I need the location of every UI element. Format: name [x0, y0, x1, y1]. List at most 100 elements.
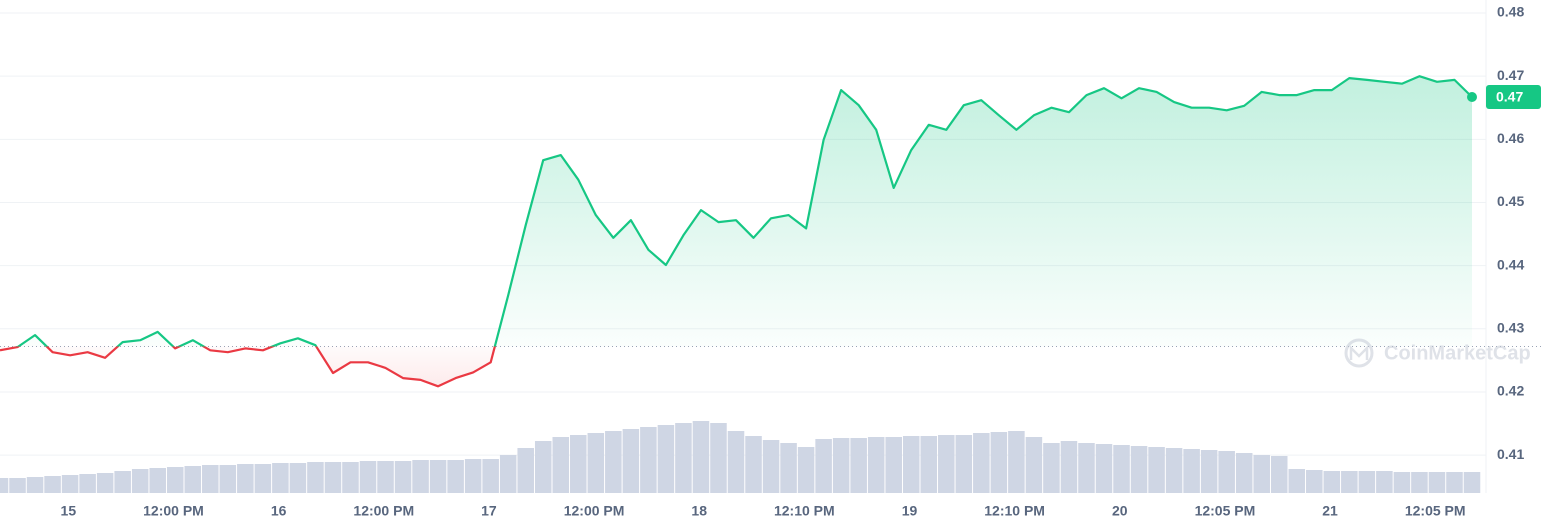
volume-bar [1288, 469, 1306, 493]
volume-bar [114, 471, 131, 493]
y-tick-label: 0.43 [1497, 319, 1524, 335]
volume-bar [0, 478, 9, 493]
volume-bar [1376, 471, 1393, 493]
volume-bar [26, 477, 44, 493]
volume-bar [570, 435, 587, 493]
watermark-text: CoinMarketCap [1384, 342, 1531, 364]
volume-bar [534, 441, 552, 493]
last-point [1467, 92, 1477, 102]
volume-bar [622, 429, 640, 493]
volume-bar [412, 460, 429, 493]
volume-bar [219, 465, 237, 493]
volume-bar [1306, 470, 1323, 493]
volume-bar [1008, 431, 1025, 493]
volume-bar [44, 476, 61, 493]
volume-bar [885, 437, 902, 493]
volume-bar [1235, 453, 1253, 493]
volume-bar [1270, 456, 1288, 493]
watermark: CoinMarketCap [1344, 338, 1531, 368]
price-line [0, 75, 1473, 388]
volume-bar [1358, 471, 1376, 493]
volume-bar [202, 465, 219, 493]
volume-bar [990, 432, 1008, 493]
volume-bar [131, 469, 149, 493]
volume-bar [1218, 451, 1235, 493]
y-tick-label: 0.41 [1497, 446, 1524, 462]
volume-bar [1130, 446, 1148, 493]
volume-bar [1113, 445, 1130, 493]
x-tick-label: 12:10 PM [984, 503, 1045, 519]
volume-bar [464, 459, 482, 493]
volume-bar [1446, 472, 1463, 493]
volume-bar [254, 464, 272, 493]
volume-bar [902, 436, 920, 493]
volume-bar [96, 473, 114, 493]
volume-bar [499, 455, 517, 493]
volume-bar [1463, 472, 1481, 493]
volume-bar [762, 440, 780, 493]
volume-bar [675, 423, 692, 493]
volume-bar [1323, 471, 1341, 493]
volume-bar [710, 423, 727, 493]
volume-bar [447, 460, 464, 493]
volume-bar [657, 425, 675, 493]
volume-bar [307, 462, 324, 493]
volume-bar [272, 463, 289, 493]
volume-bar [1200, 450, 1218, 493]
volume-bar [324, 462, 342, 493]
y-tick-label: 0.47 [1497, 67, 1524, 83]
volume-bar [832, 438, 850, 493]
y-tick-label: 0.44 [1497, 256, 1524, 272]
volume-bar [797, 447, 815, 493]
volume-bar [780, 443, 797, 493]
volume-bar [973, 433, 990, 493]
volume-bar [692, 421, 710, 493]
volume-bar [429, 460, 447, 493]
volume-bar [1183, 449, 1200, 493]
y-tick-label: 0.48 [1497, 4, 1524, 20]
x-tick-label: 12:00 PM [353, 503, 414, 519]
volume-bar [1428, 472, 1446, 493]
x-tick-label: 12:05 PM [1405, 503, 1466, 519]
volume-bar [938, 435, 955, 493]
volume-bar [1393, 472, 1411, 493]
y-tick-label: 0.46 [1497, 130, 1524, 146]
volume-bar [517, 448, 534, 493]
volume-bar [237, 464, 254, 493]
x-tick-label: 15 [61, 503, 77, 519]
x-tick-label: 12:10 PM [774, 503, 835, 519]
x-tick-label: 18 [691, 503, 707, 519]
volume-bar [166, 467, 184, 493]
volume-bar [184, 466, 202, 493]
volume-bar [1341, 471, 1358, 493]
volume-bar [377, 461, 394, 493]
volume-bar [955, 435, 973, 493]
volume-bar [1411, 472, 1428, 493]
y-tick-label: 0.42 [1497, 383, 1524, 399]
volume-bar [745, 436, 762, 493]
volume-bar [359, 461, 377, 493]
x-tick-label: 12:00 PM [143, 503, 204, 519]
volume-bar [1148, 447, 1165, 493]
volume-bar [587, 433, 605, 493]
volume-bar [815, 439, 832, 493]
volume-bar [727, 431, 745, 493]
y-tick-label: 0.45 [1497, 193, 1524, 209]
volume-bar [1025, 437, 1043, 493]
volume-bar [1253, 455, 1270, 493]
x-tick-label: 16 [271, 503, 287, 519]
volume-bar [1078, 443, 1095, 493]
volume-bar [482, 459, 499, 493]
volume-bar [1060, 441, 1078, 493]
volume-bar [9, 478, 26, 493]
volume-bar [394, 461, 412, 493]
volume-bar [605, 431, 622, 493]
x-tick-label: 17 [481, 503, 497, 519]
volume-bar [920, 436, 938, 493]
x-tick-label: 20 [1112, 503, 1128, 519]
volume-bar [1043, 443, 1060, 493]
volume-bar [850, 438, 867, 493]
volume-bar [867, 437, 885, 493]
volume-bar [149, 468, 166, 493]
